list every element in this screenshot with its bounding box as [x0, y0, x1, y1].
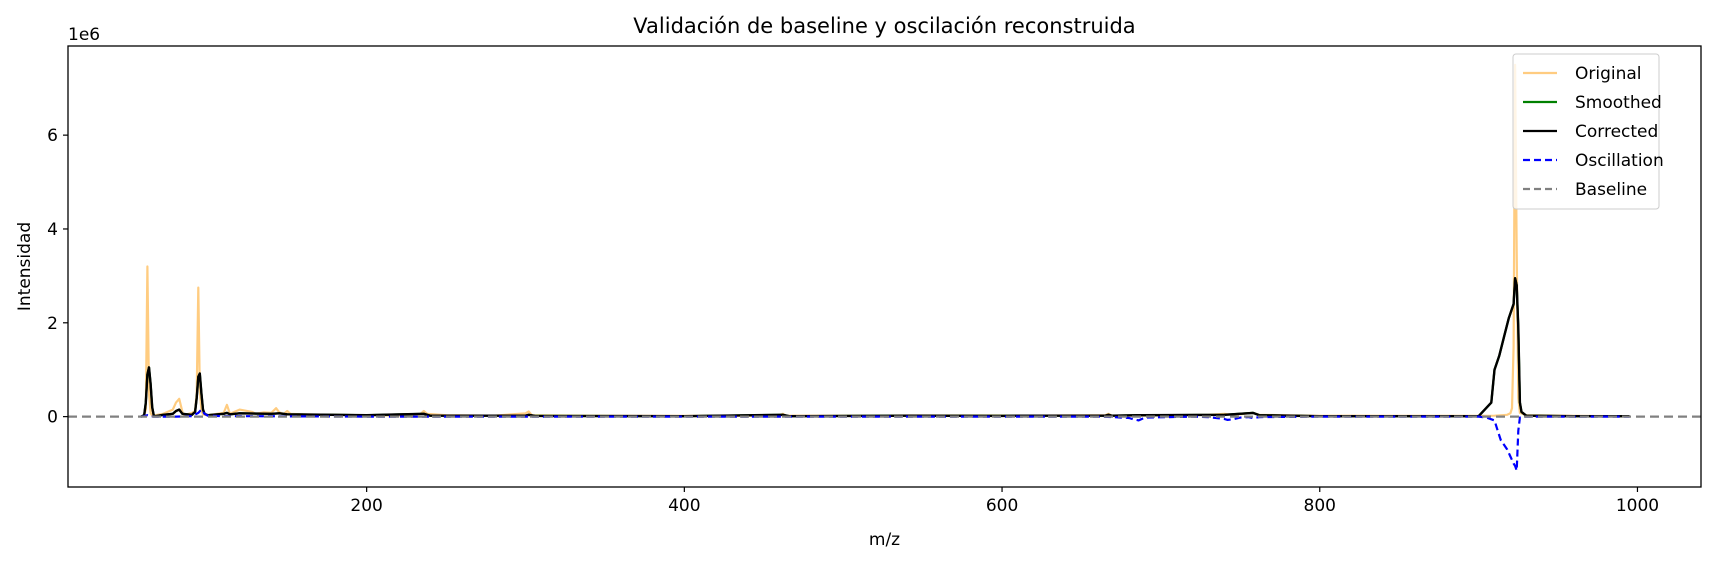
series-layer [140, 63, 1630, 472]
x-tick-label: 1000 [1616, 496, 1659, 516]
x-axis: 200 400 600 800 1000 [350, 487, 1659, 516]
x-tick-label: 200 [350, 496, 382, 516]
x-tick-label: 600 [986, 496, 1018, 516]
series-line-original [140, 63, 1630, 418]
y-axis-label: Intensidad [15, 222, 35, 311]
x-tick-label: 800 [1304, 496, 1336, 516]
legend-label-original: Original [1575, 64, 1642, 84]
x-axis-label: m/z [869, 530, 900, 550]
series-line-corrected [140, 277, 1630, 418]
plot-frame [67, 45, 1702, 488]
y-tick-label: 6 [47, 126, 58, 146]
legend-label-corrected: Corrected [1575, 122, 1658, 142]
legend-label-oscillation: Oscillation [1575, 151, 1664, 171]
y-tick-label: 4 [47, 220, 58, 240]
series-line-oscillation [140, 408, 1630, 472]
y-tick-label: 0 [47, 408, 58, 428]
y-axis: 0 2 4 6 [47, 126, 68, 428]
x-tick-label: 400 [668, 496, 700, 516]
y-offset-text: 1e6 [68, 25, 100, 45]
legend-label-smoothed: Smoothed [1575, 93, 1662, 113]
series-line-smoothed [140, 277, 1630, 418]
y-tick-label: 2 [47, 314, 58, 334]
chart-title: Validación de baseline y oscilación reco… [633, 14, 1135, 38]
legend-label-baseline: Baseline [1575, 180, 1647, 200]
legend: Original Smoothed Corrected Oscillation … [1512, 53, 1664, 210]
legend-box [1512, 53, 1660, 210]
